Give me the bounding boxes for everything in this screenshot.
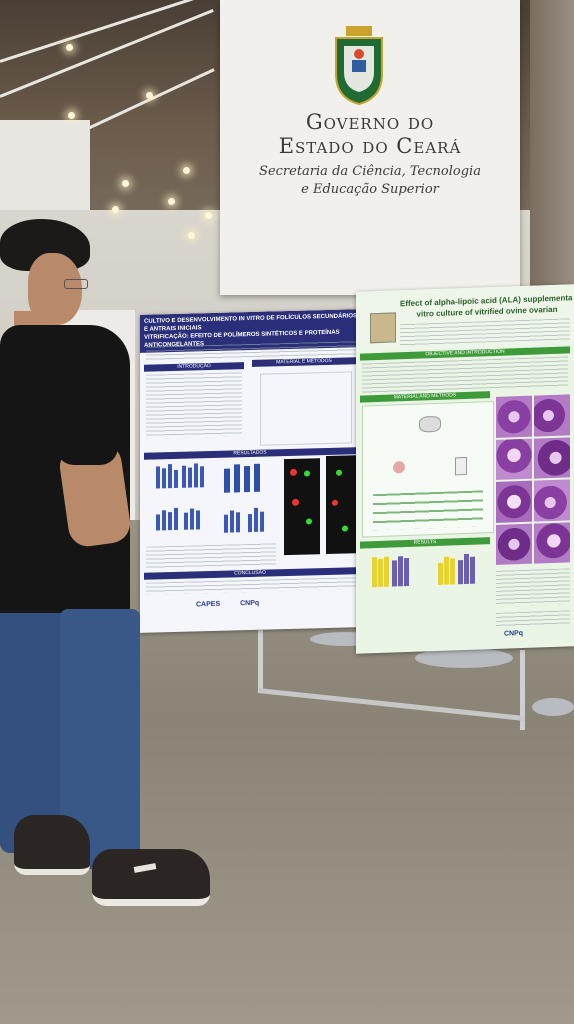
glasses-icon	[64, 279, 88, 289]
poster-left-methods-header: MATERIAL E MÉTODOS	[252, 357, 356, 367]
poster-left-chart	[222, 505, 272, 533]
sheep-icon	[419, 415, 441, 433]
cnpq-logo: CNPq	[240, 599, 260, 608]
state-coat-of-arms-icon	[335, 26, 383, 106]
right-shoe	[92, 849, 210, 906]
ceiling-light	[146, 92, 153, 99]
poster-left-fluorescence-image	[284, 458, 320, 556]
banner-subtitle-line1: Secretaria da Ciência, Tecnologia	[259, 164, 481, 179]
ceiling-light	[183, 167, 190, 174]
poster-right-chart	[432, 549, 486, 585]
stand-pole	[258, 630, 263, 690]
ceiling-light	[112, 206, 119, 213]
banner-subtitle-line2: e Educação Superior	[301, 182, 439, 197]
poster-right-title: Effect of alpha-lipoic acid (ALA) supple…	[400, 292, 574, 320]
ceiling-light	[68, 112, 75, 119]
poster-right-timeline	[373, 490, 483, 531]
university-logo-icon	[370, 312, 396, 344]
poster-right-histology-grid	[496, 394, 570, 565]
ovary-icon	[393, 461, 405, 474]
poster-right-results-text	[496, 568, 570, 607]
ceiling-light	[168, 198, 175, 205]
poster-right-authors	[400, 318, 570, 347]
poster-left-chart	[222, 461, 272, 493]
ceiling-light	[66, 44, 73, 51]
person	[0, 215, 220, 915]
tube-icon	[455, 456, 467, 476]
right-structure	[530, 0, 574, 300]
banner-title-line2: Estado do Ceará	[278, 134, 462, 158]
stand-pole	[520, 650, 525, 730]
poster-right-chart	[366, 552, 420, 588]
poster-left-fluorescence-image	[326, 455, 356, 555]
poster-right-objective-text	[362, 356, 568, 394]
ceiling-light	[205, 212, 212, 219]
shirt-sleeve	[56, 415, 118, 465]
poster-right: Effect of alpha-lipoic acid (ALA) supple…	[356, 284, 574, 654]
government-banner: Governo do Estado do Ceará Secretaria da…	[220, 0, 520, 295]
left-shoe	[14, 815, 90, 875]
banner-title-line1: Governo do	[305, 110, 435, 134]
stand-base	[532, 698, 574, 716]
ceiling-light	[188, 232, 195, 239]
poster-right-results-header: RESULTS	[360, 537, 490, 549]
poster-left-method-diagram	[260, 371, 352, 446]
ceiling-light	[122, 180, 129, 187]
cnpq-logo: CNPq	[504, 629, 524, 638]
poster-right-conclusion-text	[496, 610, 570, 627]
poster-right-method-diagram	[362, 400, 494, 538]
ceiling-duct	[0, 120, 90, 210]
stand-base	[415, 648, 513, 668]
poster-right-header: Effect of alpha-lipoic acid (ALA) supple…	[356, 284, 574, 352]
